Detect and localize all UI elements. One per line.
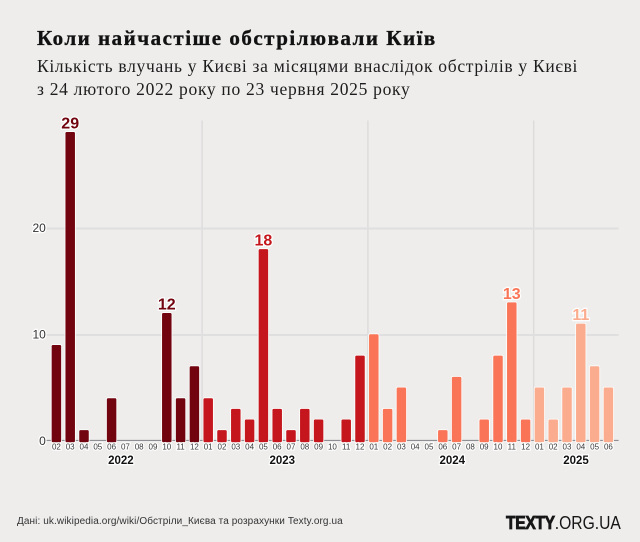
svg-text:12: 12 xyxy=(190,443,199,452)
svg-text:02: 02 xyxy=(52,443,61,452)
svg-text:2022: 2022 xyxy=(108,455,134,467)
svg-text:11: 11 xyxy=(508,443,517,452)
svg-text:01: 01 xyxy=(535,443,544,452)
svg-text:2024: 2024 xyxy=(440,455,466,467)
svg-text:03: 03 xyxy=(231,443,240,452)
svg-text:01: 01 xyxy=(369,443,378,452)
svg-text:08: 08 xyxy=(300,443,309,452)
svg-text:05: 05 xyxy=(93,443,102,452)
svg-text:11: 11 xyxy=(176,443,185,452)
svg-text:09: 09 xyxy=(480,443,489,452)
svg-text:10: 10 xyxy=(328,443,337,452)
svg-text:2023: 2023 xyxy=(270,455,296,467)
svg-text:12: 12 xyxy=(158,297,176,314)
svg-text:12: 12 xyxy=(356,443,365,452)
svg-text:04: 04 xyxy=(80,443,89,452)
svg-text:2025: 2025 xyxy=(563,455,589,467)
svg-text:10: 10 xyxy=(494,443,503,452)
svg-text:07: 07 xyxy=(452,443,461,452)
svg-text:06: 06 xyxy=(273,443,282,452)
svg-text:10: 10 xyxy=(32,328,46,342)
svg-text:03: 03 xyxy=(563,443,572,452)
svg-text:06: 06 xyxy=(107,443,116,452)
svg-text:04: 04 xyxy=(245,443,254,452)
svg-text:05: 05 xyxy=(590,443,599,452)
svg-text:03: 03 xyxy=(397,443,406,452)
svg-text:07: 07 xyxy=(287,443,296,452)
svg-text:0: 0 xyxy=(39,434,46,448)
svg-text:13: 13 xyxy=(503,286,521,303)
svg-text:05: 05 xyxy=(425,443,434,452)
svg-text:10: 10 xyxy=(162,443,171,452)
svg-text:02: 02 xyxy=(549,443,558,452)
svg-text:02: 02 xyxy=(383,443,392,452)
svg-text:04: 04 xyxy=(411,443,420,452)
svg-text:29: 29 xyxy=(61,116,79,133)
svg-text:04: 04 xyxy=(576,443,585,452)
svg-text:02: 02 xyxy=(218,443,227,452)
svg-text:01: 01 xyxy=(204,443,213,452)
svg-text:20: 20 xyxy=(32,221,46,235)
svg-text:03: 03 xyxy=(66,443,75,452)
svg-text:11: 11 xyxy=(572,307,589,324)
svg-text:08: 08 xyxy=(135,443,144,452)
svg-text:07: 07 xyxy=(121,443,130,452)
svg-text:09: 09 xyxy=(149,443,158,452)
svg-text:06: 06 xyxy=(604,443,613,452)
svg-text:06: 06 xyxy=(438,443,447,452)
svg-text:08: 08 xyxy=(466,443,475,452)
svg-text:12: 12 xyxy=(521,443,530,452)
svg-text:18: 18 xyxy=(255,233,273,250)
svg-text:09: 09 xyxy=(314,443,323,452)
svg-text:05: 05 xyxy=(259,443,268,452)
svg-text:11: 11 xyxy=(342,443,351,452)
